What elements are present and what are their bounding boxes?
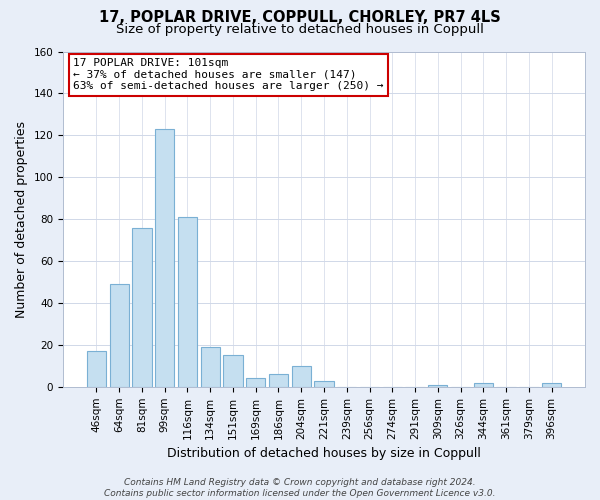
Bar	[110, 284, 129, 387]
Bar	[223, 356, 242, 387]
Bar	[246, 378, 265, 387]
Bar	[473, 382, 493, 387]
Bar	[200, 347, 220, 387]
Bar	[542, 382, 561, 387]
Bar	[269, 374, 288, 387]
Text: Contains HM Land Registry data © Crown copyright and database right 2024.
Contai: Contains HM Land Registry data © Crown c…	[104, 478, 496, 498]
Bar	[155, 129, 175, 387]
Text: Size of property relative to detached houses in Coppull: Size of property relative to detached ho…	[116, 22, 484, 36]
X-axis label: Distribution of detached houses by size in Coppull: Distribution of detached houses by size …	[167, 447, 481, 460]
Bar	[132, 228, 152, 387]
Bar	[428, 384, 448, 387]
Bar	[178, 217, 197, 387]
Bar	[87, 351, 106, 387]
Bar	[314, 380, 334, 387]
Text: 17 POPLAR DRIVE: 101sqm
← 37% of detached houses are smaller (147)
63% of semi-d: 17 POPLAR DRIVE: 101sqm ← 37% of detache…	[73, 58, 384, 92]
Bar	[292, 366, 311, 387]
Y-axis label: Number of detached properties: Number of detached properties	[15, 120, 28, 318]
Text: 17, POPLAR DRIVE, COPPULL, CHORLEY, PR7 4LS: 17, POPLAR DRIVE, COPPULL, CHORLEY, PR7 …	[99, 10, 501, 25]
